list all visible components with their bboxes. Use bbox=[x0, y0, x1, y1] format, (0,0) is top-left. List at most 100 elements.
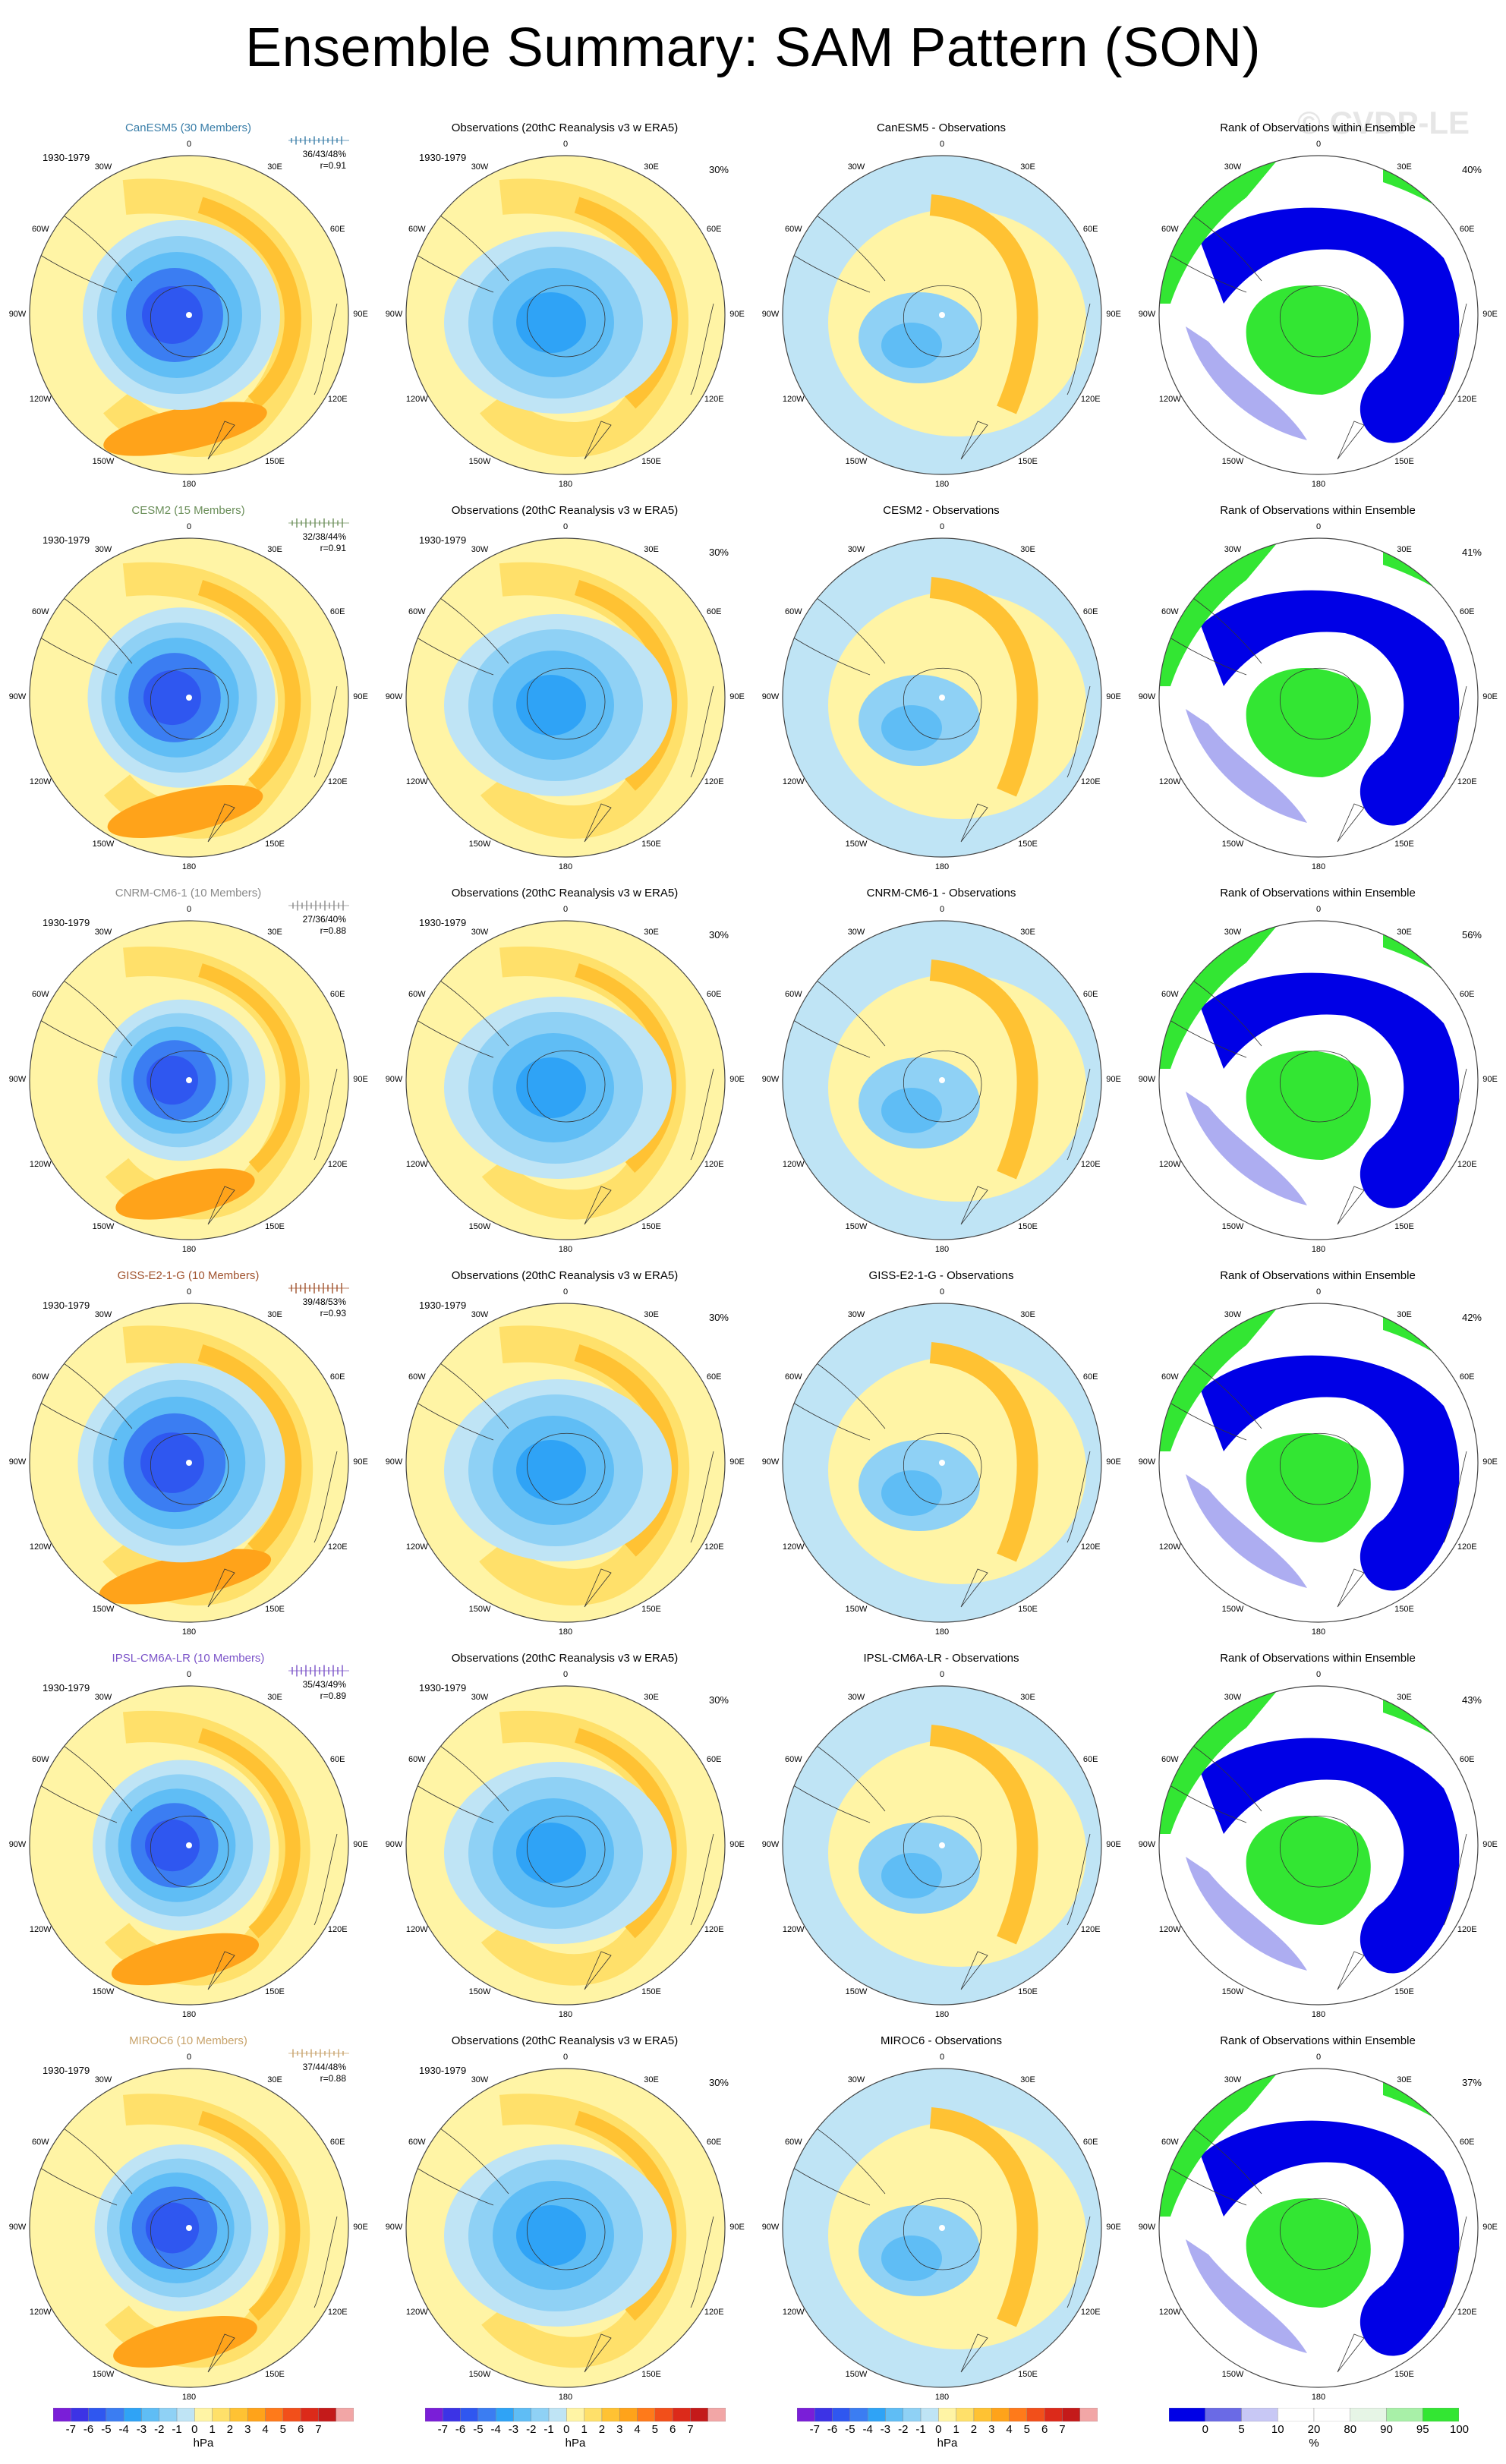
colorbar-swatch bbox=[601, 2407, 620, 2422]
longitude-label: 150W bbox=[92, 1604, 115, 1614]
longitude-label: 0 bbox=[939, 1670, 945, 1679]
longitude-label: 60W bbox=[1161, 1755, 1179, 1764]
antarctica-outline bbox=[150, 2198, 229, 2270]
longitude-label: 60W bbox=[784, 607, 802, 616]
longitude-label: 0 bbox=[186, 140, 192, 149]
longitude-label: 90W bbox=[385, 2223, 403, 2232]
diff-panel: CESM2 - Observations 0 30E 60E 90E 120E 150E 18… bbox=[753, 504, 1130, 887]
colorbar-swatch bbox=[229, 2407, 248, 2422]
longitude-label: 150W bbox=[92, 456, 115, 466]
longitude-label: 150E bbox=[641, 456, 661, 466]
map-border bbox=[782, 537, 1102, 858]
antarctica-outline bbox=[1279, 1432, 1359, 1505]
pole-marker bbox=[186, 1842, 192, 1848]
map-border bbox=[1158, 1303, 1479, 1623]
longitude-label: 180 bbox=[934, 480, 950, 489]
longitude-label: 120W bbox=[782, 395, 805, 404]
australia-nz-outline bbox=[584, 303, 714, 460]
australia-nz-outline bbox=[584, 1833, 714, 1990]
longitude-label: 30E bbox=[1397, 2075, 1412, 2084]
colorbar-tick-label: 0 bbox=[935, 2423, 942, 2436]
panel-title: Rank of Observations within Ensemble bbox=[1220, 1269, 1416, 1282]
colorbar-swatch bbox=[176, 2407, 195, 2422]
map-border bbox=[29, 2068, 349, 2388]
longitude-label: 120E bbox=[1457, 2308, 1477, 2317]
longitude-label: 90E bbox=[353, 1457, 368, 1467]
model-panel: MIROC6 (10 Members) 1930-1979 37/44/48% r=0… bbox=[0, 2034, 376, 2417]
australia-nz-outline bbox=[584, 2216, 714, 2373]
longitude-label: 150E bbox=[1018, 1604, 1038, 1614]
colorbar-swatch bbox=[814, 2407, 833, 2422]
map-border bbox=[782, 920, 1102, 1240]
obs-polar-map bbox=[405, 155, 726, 475]
longitude-label: 90W bbox=[761, 1457, 780, 1467]
longitude-label: 150W bbox=[845, 456, 868, 466]
period-label: 1930-1979 bbox=[43, 917, 90, 928]
rank-polar-map bbox=[1158, 1303, 1479, 1623]
longitude-label: 90E bbox=[1106, 1457, 1121, 1467]
longitude-label: 120E bbox=[327, 777, 348, 786]
obs-variance-percent: 30% bbox=[708, 2077, 729, 2088]
longitude-label: 90E bbox=[729, 310, 745, 319]
longitude-label: 60W bbox=[408, 225, 426, 234]
pattern-stats: 27/36/40% bbox=[302, 914, 346, 925]
longitude-label: 60E bbox=[706, 1755, 722, 1764]
longitude-label: 150W bbox=[468, 2369, 491, 2379]
rank-variance-percent: 40% bbox=[1461, 164, 1482, 175]
model-panel: CESM2 (15 Members) 1930-1979 32/38/44% r=0.… bbox=[0, 504, 376, 887]
colorbar-swatch bbox=[654, 2407, 673, 2422]
longitude-label: 150W bbox=[1221, 2369, 1244, 2379]
longitude-label: 60W bbox=[784, 225, 802, 234]
panel-title: MIROC6 - Observations bbox=[880, 2034, 1003, 2047]
longitude-label: 30E bbox=[1020, 2075, 1035, 2084]
rank-panel: Rank of Observations within Ensemble 41% 0… bbox=[1130, 504, 1506, 887]
rank-polar-map bbox=[1158, 920, 1479, 1240]
longitude-label: 60W bbox=[31, 1372, 49, 1382]
colorbar-tick-label: -3 bbox=[508, 2423, 519, 2436]
longitude-label: 30W bbox=[1224, 928, 1242, 937]
colorbar-swatch bbox=[1079, 2407, 1098, 2422]
rank-panel: Rank of Observations within Ensemble 42% 0… bbox=[1130, 1269, 1506, 1652]
antarctica-outline bbox=[150, 1815, 229, 1888]
longitude-label: 180 bbox=[1311, 1627, 1326, 1637]
longitude-label: 0 bbox=[1315, 905, 1322, 914]
colorbar-swatch bbox=[1026, 2407, 1045, 2422]
longitude-label: 0 bbox=[186, 522, 192, 531]
longitude-label: 30E bbox=[644, 1693, 659, 1702]
antarctica-outline bbox=[1279, 667, 1359, 740]
obs-polar-map bbox=[405, 537, 726, 858]
pole-marker bbox=[186, 2225, 192, 2231]
longitude-label: 30E bbox=[644, 162, 659, 172]
colorbar-model-ticks: -7 -6 -5 -4 -3 -2 -1 0 1 2 3 4 5 6 7 bbox=[53, 2423, 354, 2437]
longitude-label: 90E bbox=[1106, 1075, 1121, 1084]
longitude-label: 120E bbox=[704, 1160, 724, 1169]
longitude-label: 120E bbox=[1457, 1925, 1477, 1934]
longitude-label: 150E bbox=[265, 839, 285, 849]
model-row: GISS-E2-1-G (10 Members) 1930-1979 39/48/5… bbox=[0, 1269, 1506, 1652]
colorbar-model-swatches bbox=[52, 2407, 354, 2422]
longitude-label: 120E bbox=[1457, 1542, 1477, 1552]
panel-title: CanESM5 - Observations bbox=[876, 121, 1007, 134]
member-range-icon bbox=[288, 1283, 349, 1293]
colorbar-tick-label: 3 bbox=[616, 2423, 623, 2436]
colorbar-obs: -7 -6 -5 -4 -3 -2 -1 0 1 2 3 4 5 6 7 hPa bbox=[424, 2407, 726, 2461]
longitude-label: 30E bbox=[1020, 162, 1035, 172]
longitude-label: 150E bbox=[1018, 839, 1038, 849]
longitude-label: 30E bbox=[1397, 1693, 1412, 1702]
longitude-label: 60E bbox=[706, 225, 722, 234]
longitude-label: 60W bbox=[408, 990, 426, 999]
longitude-label: 150E bbox=[1394, 1221, 1414, 1231]
map-border bbox=[405, 1685, 726, 2006]
colorbar-tick-label: -3 bbox=[136, 2423, 147, 2436]
longitude-label: 150E bbox=[1394, 1604, 1414, 1614]
colorbar-tick-label: -6 bbox=[455, 2423, 466, 2436]
longitude-label: 90W bbox=[1138, 2223, 1156, 2232]
longitude-label: 30E bbox=[644, 928, 659, 937]
longitude-label: 60E bbox=[1459, 1755, 1475, 1764]
colorbar-tick-label: 4 bbox=[262, 2423, 269, 2436]
longitude-label: 90E bbox=[1482, 1075, 1498, 1084]
longitude-label: 120W bbox=[29, 1925, 52, 1934]
longitude-label: 30W bbox=[94, 1693, 112, 1702]
longitude-label: 60E bbox=[329, 1755, 345, 1764]
panel-title: MIROC6 (10 Members) bbox=[129, 2034, 247, 2047]
